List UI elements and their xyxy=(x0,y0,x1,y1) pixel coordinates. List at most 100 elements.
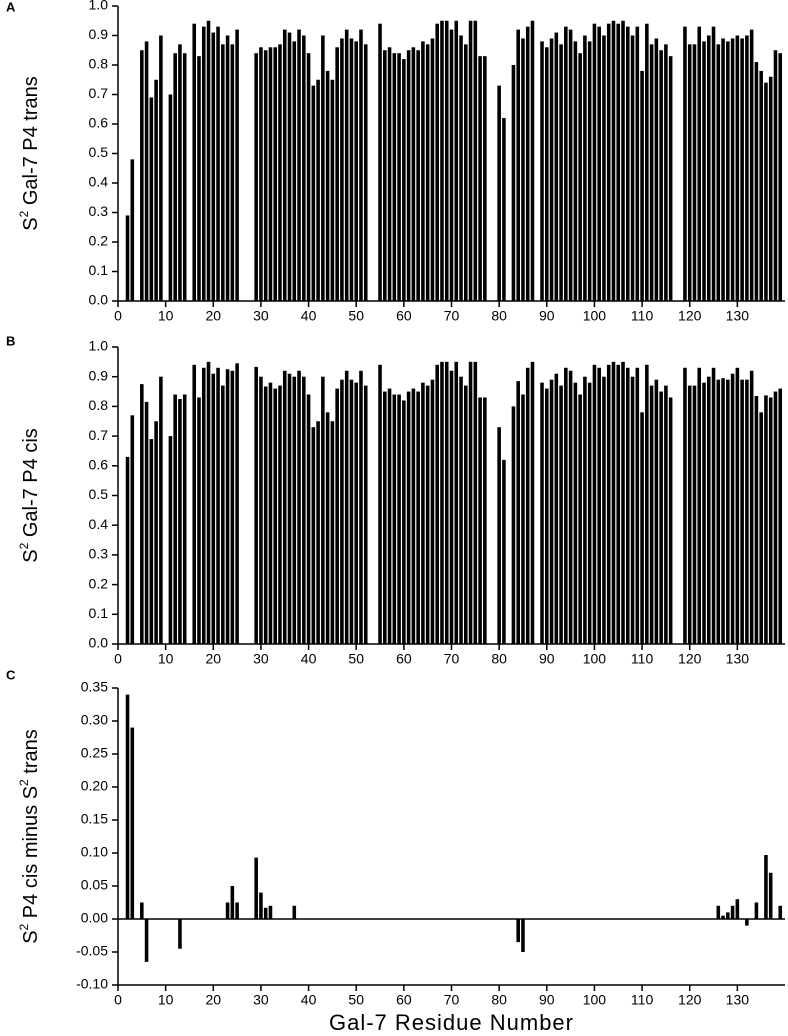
x-tick-label: 110 xyxy=(631,651,654,667)
bar xyxy=(225,369,230,644)
bar xyxy=(397,394,401,644)
bar xyxy=(516,919,520,943)
bar xyxy=(764,395,768,644)
bar xyxy=(559,44,563,301)
bar xyxy=(697,367,702,644)
bar xyxy=(530,361,535,644)
label-part: S xyxy=(20,549,42,562)
bar xyxy=(206,361,211,644)
bar xyxy=(664,385,668,644)
bar xyxy=(459,376,463,644)
bar xyxy=(516,381,520,644)
bar xyxy=(554,32,559,302)
bar xyxy=(635,367,640,644)
bar xyxy=(306,53,311,302)
bar xyxy=(711,367,716,644)
x-tick-label: 80 xyxy=(491,992,507,1008)
label-part: Gal-7 P4 trans xyxy=(20,76,42,211)
bar xyxy=(130,415,135,644)
bar xyxy=(521,919,525,952)
bar xyxy=(454,361,459,644)
bar xyxy=(540,41,544,302)
bar xyxy=(254,53,258,302)
bar xyxy=(144,919,149,962)
y-tick-label: 0.0 xyxy=(89,635,109,651)
y-tick-label: 0.9 xyxy=(89,367,109,383)
bar xyxy=(702,382,706,644)
y-tick-label: 0.6 xyxy=(89,115,109,131)
bar xyxy=(721,915,725,919)
bar xyxy=(464,44,468,301)
bar xyxy=(211,32,216,302)
bar xyxy=(625,367,630,644)
bar xyxy=(735,899,740,919)
bar xyxy=(406,391,411,644)
bar xyxy=(564,26,568,302)
x-tick-label: 90 xyxy=(539,308,555,324)
bar xyxy=(221,44,225,301)
bar xyxy=(168,436,173,644)
label-part: trans xyxy=(20,729,42,779)
x-tick-label: 20 xyxy=(205,651,221,667)
bar xyxy=(302,376,306,644)
x-tick-label: 120 xyxy=(678,308,702,324)
bar xyxy=(425,385,430,644)
bar xyxy=(316,421,320,644)
bar xyxy=(745,35,749,301)
bar xyxy=(225,902,230,919)
bar xyxy=(778,53,783,302)
x-tick-label: 40 xyxy=(301,651,317,667)
superscript: 2 xyxy=(17,542,31,549)
x-tick-label: 100 xyxy=(583,992,607,1008)
bar xyxy=(702,41,706,302)
bar xyxy=(154,79,158,301)
bar xyxy=(730,905,735,919)
bar xyxy=(764,854,768,919)
bar xyxy=(125,694,130,919)
bar xyxy=(297,370,301,644)
x-tick-label: 20 xyxy=(205,992,221,1008)
bar xyxy=(159,35,163,301)
bar xyxy=(349,379,354,644)
bar xyxy=(292,41,297,302)
bar xyxy=(125,215,130,301)
y-tick-label: 0.2 xyxy=(89,233,109,249)
bar xyxy=(263,50,268,301)
y-tick-label: 0.3 xyxy=(89,546,109,562)
bar xyxy=(483,56,487,302)
bar xyxy=(749,370,754,644)
label-part: S xyxy=(20,217,42,230)
bar xyxy=(259,47,263,301)
bar xyxy=(149,97,154,301)
x-tick-label: 50 xyxy=(348,308,364,324)
bar xyxy=(178,919,182,949)
bar xyxy=(144,401,149,644)
bar xyxy=(201,367,206,644)
bar xyxy=(268,47,273,301)
bar xyxy=(268,382,273,644)
x-tick-label: 40 xyxy=(301,992,317,1008)
bar xyxy=(521,38,525,301)
y-tick-label: 0.7 xyxy=(89,85,109,101)
y-tick-label: 0.10 xyxy=(81,844,108,860)
bar xyxy=(668,56,673,302)
bar xyxy=(416,50,420,301)
panel-letter: C xyxy=(6,667,16,682)
panel-letter: A xyxy=(6,0,16,14)
bar xyxy=(325,412,330,644)
bar xyxy=(392,394,397,644)
bar xyxy=(611,361,616,644)
bar xyxy=(659,391,663,644)
label-part: S xyxy=(20,930,42,943)
bar xyxy=(325,70,330,302)
bar xyxy=(440,361,444,644)
bar xyxy=(630,376,635,644)
bar xyxy=(268,905,273,919)
y-axis-title: S2 P4 cis minus S2 trans xyxy=(17,729,42,944)
panel-letter: B xyxy=(6,333,15,348)
bar xyxy=(425,44,430,301)
bar xyxy=(259,376,263,644)
bar xyxy=(444,20,449,301)
bar xyxy=(602,376,606,644)
bar xyxy=(683,26,687,302)
